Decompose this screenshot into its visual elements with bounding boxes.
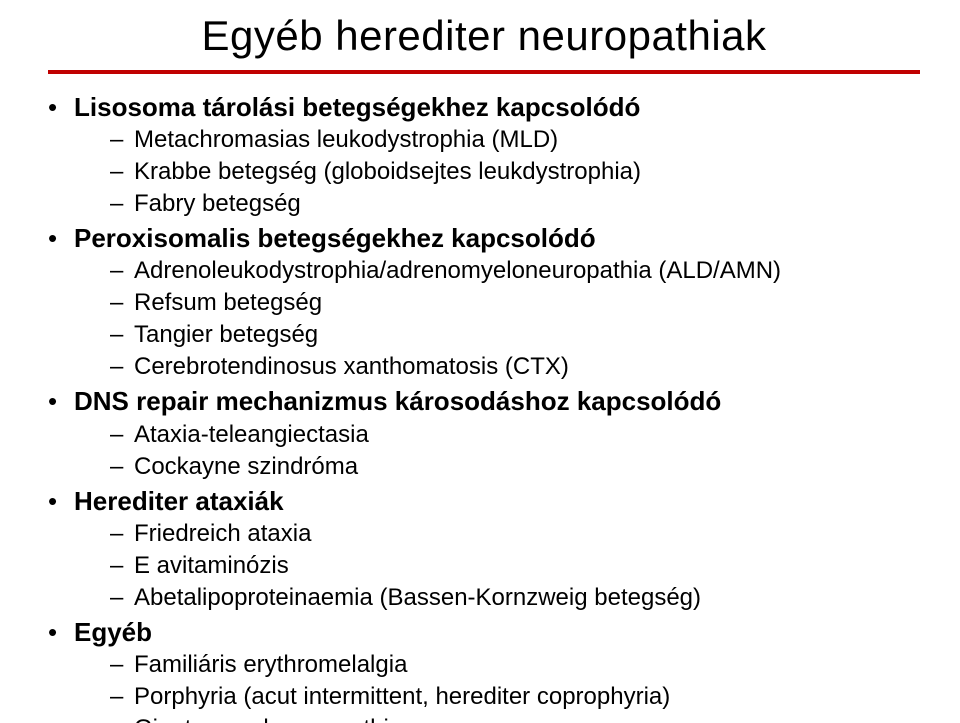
list-item-label: Peroxisomalis betegségekhez kapcsolódó xyxy=(74,223,596,253)
sub-list: Familiáris erythromelalgiaPorphyria (acu… xyxy=(74,650,920,723)
list-item-label: Lisosoma tárolási betegségekhez kapcsoló… xyxy=(74,92,640,122)
sub-list-item: Abetalipoproteinaemia (Bassen-Kornzweig … xyxy=(74,583,920,613)
sub-list: Friedreich ataxiaE avitaminózisAbetalipo… xyxy=(74,519,920,613)
sub-list-item: Porphyria (acut intermittent, herediter … xyxy=(74,682,920,712)
sub-list-item: Giant axonal neuropathia xyxy=(74,714,920,723)
divider-line xyxy=(48,70,920,74)
sub-list-item: Friedreich ataxia xyxy=(74,519,920,549)
slide-title: Egyéb herediter neuropathiak xyxy=(48,12,920,60)
sub-list-item: Ataxia-teleangiectasia xyxy=(74,420,920,450)
list-item: DNS repair mechanizmus károsodáshoz kapc… xyxy=(48,386,920,481)
sub-list-item: E avitaminózis xyxy=(74,551,920,581)
list-item-label: Egyéb xyxy=(74,617,152,647)
sub-list-item: Adrenoleukodystrophia/adrenomyeloneuropa… xyxy=(74,256,920,286)
sub-list-item: Cerebrotendinosus xanthomatosis (CTX) xyxy=(74,352,920,382)
list-item: Lisosoma tárolási betegségekhez kapcsoló… xyxy=(48,92,920,219)
sub-list-item: Krabbe betegség (globoidsejtes leukdystr… xyxy=(74,157,920,187)
list-item: Peroxisomalis betegségekhez kapcsolódóAd… xyxy=(48,223,920,382)
list-item: EgyébFamiliáris erythromelalgiaPorphyria… xyxy=(48,617,920,723)
sub-list-item: Refsum betegség xyxy=(74,288,920,318)
sub-list-item: Fabry betegség xyxy=(74,189,920,219)
sub-list: Metachromasias leukodystrophia (MLD)Krab… xyxy=(74,125,920,219)
sub-list: Ataxia-teleangiectasiaCockayne szindróma xyxy=(74,420,920,482)
sub-list-item: Metachromasias leukodystrophia (MLD) xyxy=(74,125,920,155)
list-item-label: DNS repair mechanizmus károsodáshoz kapc… xyxy=(74,386,721,416)
sub-list-item: Cockayne szindróma xyxy=(74,452,920,482)
list-item-label: Herediter ataxiák xyxy=(74,486,284,516)
sub-list-item: Familiáris erythromelalgia xyxy=(74,650,920,680)
sub-list: Adrenoleukodystrophia/adrenomyeloneuropa… xyxy=(74,256,920,382)
sub-list-item: Tangier betegség xyxy=(74,320,920,350)
slide: Egyéb herediter neuropathiak Lisosoma tá… xyxy=(0,0,960,723)
list-item: Herediter ataxiákFriedreich ataxiaE avit… xyxy=(48,486,920,613)
outline-list: Lisosoma tárolási betegségekhez kapcsoló… xyxy=(48,92,920,723)
